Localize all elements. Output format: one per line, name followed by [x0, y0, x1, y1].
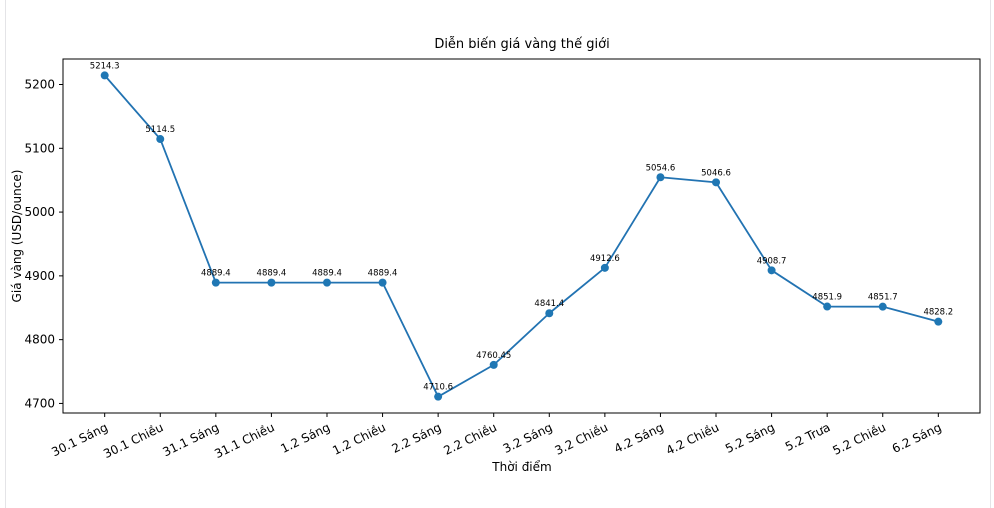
- x-tick-label: 4.2 Sáng: [612, 420, 666, 456]
- x-tick-label: 1.2 Chiều: [330, 420, 388, 458]
- x-tick-label: 30.1 Sáng: [49, 420, 110, 459]
- point-value-label: 5054.6: [646, 163, 676, 173]
- x-tick-label: 5.2 Trưa: [783, 420, 833, 454]
- data-point-marker: [767, 266, 776, 275]
- data-point-marker: [322, 278, 331, 287]
- page-left-edge-line: [5, 0, 6, 508]
- data-point-marker: [378, 278, 387, 287]
- x-tick-label: 6.2 Sáng: [890, 420, 944, 456]
- point-value-label: 4851.9: [812, 293, 842, 303]
- y-tick-label: 4800: [24, 333, 55, 347]
- x-tick-label: 30.1 Chiều: [101, 420, 165, 461]
- point-value-label: 4760.45: [476, 351, 511, 361]
- data-point-marker: [434, 392, 443, 401]
- point-value-label: 4851.7: [868, 293, 898, 303]
- y-axis: 4700 4800 4900 5000 5100 5200: [24, 78, 63, 410]
- point-value-label: 5214.3: [90, 61, 120, 71]
- axes-box: [62, 58, 981, 414]
- data-point-marker: [656, 173, 665, 182]
- point-value-label: 4889.4: [368, 269, 398, 279]
- y-tick-label: 5200: [24, 78, 55, 92]
- x-tick-label: 3.2 Chiều: [553, 420, 611, 458]
- y-tick-label: 5000: [24, 205, 55, 219]
- x-tick-label: 2.2 Sáng: [390, 420, 444, 456]
- point-value-label: 4908.7: [757, 256, 787, 266]
- data-point-marker: [211, 278, 220, 287]
- point-value-label: 4889.4: [312, 269, 342, 279]
- point-value-label: 4912.6: [590, 254, 620, 264]
- point-value-label: 5114.5: [145, 125, 175, 135]
- y-tick-label: 4900: [24, 269, 55, 283]
- price-line: [103, 74, 940, 398]
- x-tick-label: 31.1 Sáng: [160, 420, 221, 459]
- x-tick-label: 5.2 Sáng: [723, 420, 777, 456]
- data-point-marker: [156, 135, 165, 144]
- x-tick-label: 2.2 Chiều: [441, 420, 499, 458]
- point-value-label: 4889.4: [257, 269, 287, 279]
- point-value-label: 4841.4: [534, 299, 564, 309]
- data-point-marker: [823, 302, 832, 311]
- page-right-edge-line: [990, 0, 991, 508]
- x-axis-label: Thời điểm: [492, 460, 552, 474]
- data-point-marker: [545, 309, 554, 318]
- data-point-marker: [600, 263, 609, 272]
- data-point-marker: [712, 178, 721, 187]
- data-point-marker: [100, 71, 109, 80]
- data-point-marker: [934, 317, 943, 326]
- x-tick-label: 1.2 Sáng: [278, 420, 332, 456]
- x-tick-label: 5.2 Chiều: [830, 420, 888, 458]
- point-value-label: 4889.4: [201, 269, 231, 279]
- point-value-label: 5046.6: [701, 168, 731, 178]
- chart-title: Diễn biến giá vàng thế giới: [434, 37, 610, 52]
- point-value-label: 4710.6: [423, 383, 453, 393]
- x-tick-label: 31.1 Chiều: [212, 420, 276, 461]
- data-point-marker: [878, 302, 887, 311]
- point-value-label: 4828.2: [923, 308, 953, 318]
- x-tick-label: 3.2 Sáng: [501, 420, 555, 456]
- point-labels: 5214.3 5114.5 4889.4 4889.4 4889.4 4889.4 4710…: [90, 61, 953, 392]
- data-point-marker: [489, 360, 498, 369]
- data-point-marker: [267, 278, 276, 287]
- y-tick-label: 5100: [24, 141, 55, 155]
- data-points: [100, 71, 943, 401]
- x-tick-label: 4.2 Chiều: [664, 420, 722, 458]
- y-tick-label: 4700: [24, 396, 55, 410]
